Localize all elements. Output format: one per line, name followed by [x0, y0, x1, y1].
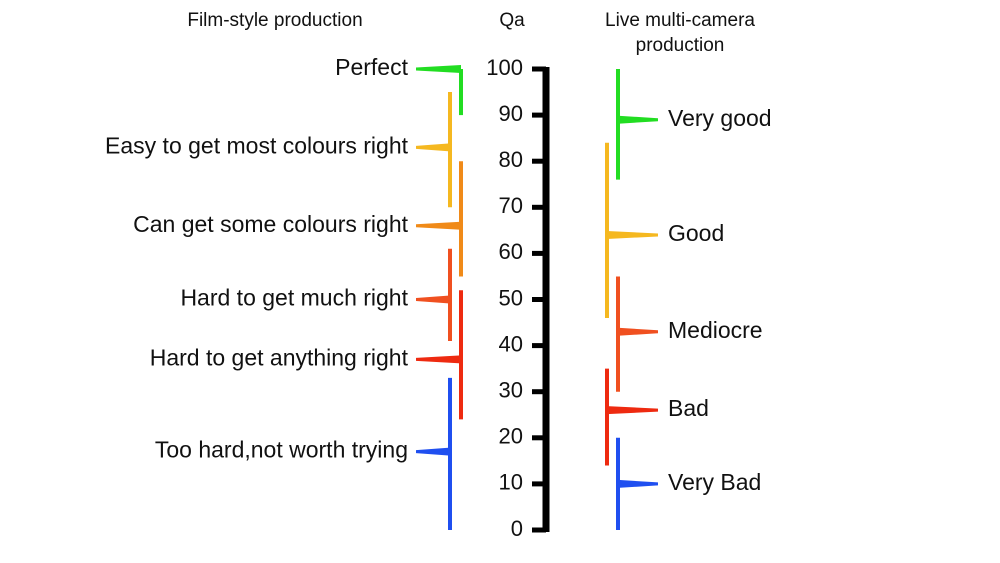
scale-tick-label: 60	[499, 239, 523, 264]
pointer	[607, 406, 658, 415]
item-label: Perfect	[335, 54, 408, 80]
scale-tick-label: 90	[499, 101, 523, 126]
scale-tick-label: 100	[486, 55, 523, 80]
scale-tick-label: 30	[499, 378, 523, 403]
scale-tick-label: 10	[499, 470, 523, 495]
item-label: Can get some colours right	[133, 211, 408, 237]
scale-tick-label: 70	[499, 193, 523, 218]
pointer	[416, 295, 450, 304]
item-label: Bad	[668, 395, 709, 421]
scale-tick-label: 50	[499, 285, 523, 310]
pointer	[618, 479, 658, 488]
scale-tick-label: 40	[499, 331, 523, 356]
pointer	[416, 355, 461, 364]
pointer	[416, 65, 461, 73]
item-label: Very Bad	[668, 469, 761, 495]
right-header: Live multi-camera	[605, 10, 755, 31]
item-label: Hard to get much right	[180, 285, 408, 311]
pointer	[416, 447, 450, 456]
scale-tick-label: 20	[499, 424, 523, 449]
pointer	[416, 221, 461, 230]
scale-tick-label: 0	[511, 516, 523, 541]
item-label: Mediocre	[668, 317, 763, 343]
item-label: Too hard,not worth trying	[155, 437, 408, 463]
scale-tick-label: 80	[499, 147, 523, 172]
item-label: Hard to get anything right	[150, 345, 409, 371]
left-header: Film-style production	[187, 10, 362, 31]
item-label: Good	[668, 220, 724, 246]
right-header: production	[636, 35, 725, 56]
pointer	[618, 115, 658, 124]
center-header: Qa	[499, 10, 525, 31]
pointer	[618, 327, 658, 336]
pointer	[416, 143, 450, 152]
item-label: Very good	[668, 105, 772, 131]
pointer	[607, 230, 658, 239]
item-label: Easy to get most colours right	[105, 132, 409, 158]
